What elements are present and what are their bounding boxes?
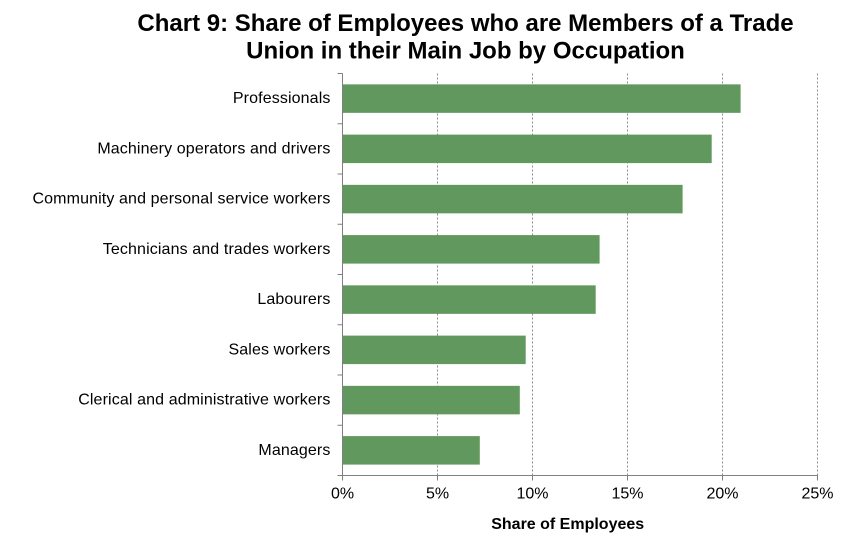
svg-text:Labourers: Labourers [257, 291, 330, 308]
svg-text:Professionals: Professionals [233, 90, 331, 107]
svg-text:25%: 25% [801, 486, 833, 503]
svg-text:Machinery operators and driver: Machinery operators and drivers [97, 140, 330, 157]
svg-text:Clerical and administrative wo: Clerical and administrative workers [78, 392, 330, 409]
svg-text:Technicians and trades workers: Technicians and trades workers [103, 241, 331, 258]
svg-text:0%: 0% [331, 486, 354, 503]
svg-text:Share of Employees: Share of Employees [491, 516, 644, 533]
svg-text:Chart 9: Share of Employees wh: Chart 9: Share of Employees who are Memb… [137, 10, 793, 37]
svg-text:Union in their Main Job by Occ: Union in their Main Job by Occupation [246, 37, 685, 64]
svg-text:Managers: Managers [258, 442, 330, 459]
svg-text:15%: 15% [611, 486, 643, 503]
svg-text:20%: 20% [706, 486, 738, 503]
svg-text:Community and personal service: Community and personal service workers [32, 191, 330, 208]
svg-text:Sales workers: Sales workers [228, 341, 330, 358]
svg-text:5%: 5% [426, 486, 449, 503]
svg-text:10%: 10% [516, 486, 548, 503]
